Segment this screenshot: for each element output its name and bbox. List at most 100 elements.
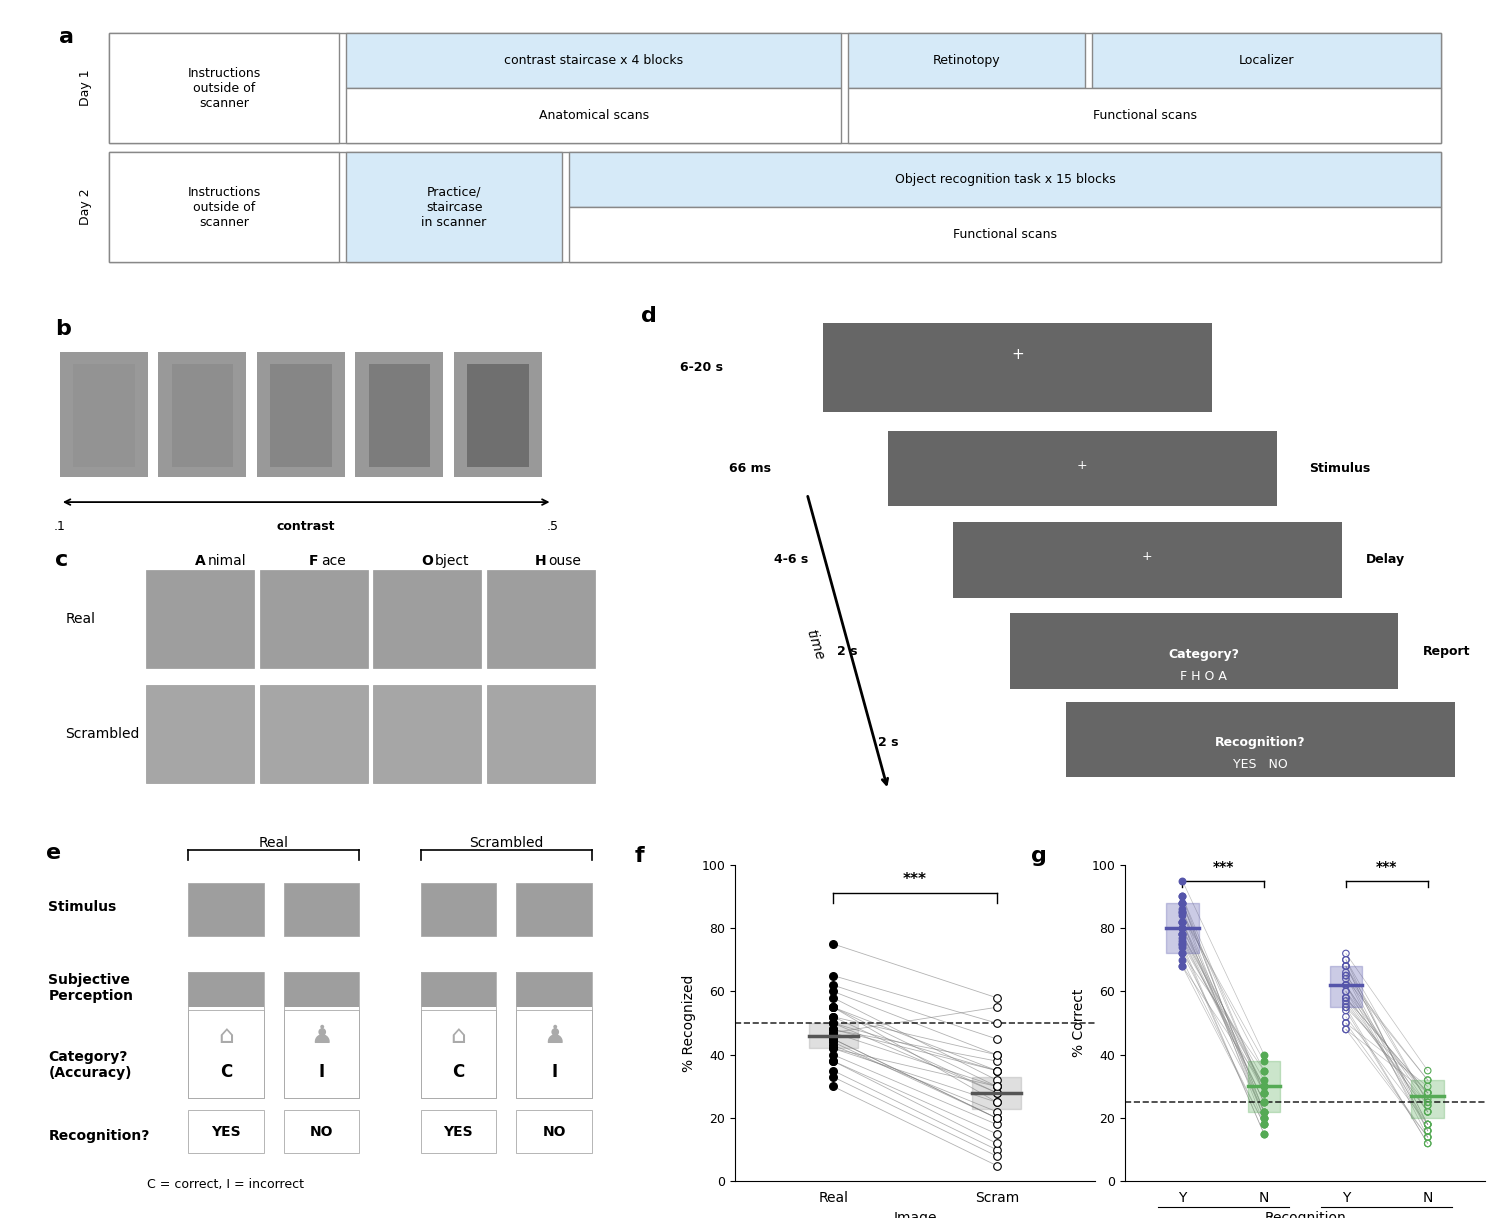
Point — [1170, 934, 1194, 954]
Text: Retinotopy: Retinotopy — [933, 54, 1000, 67]
Point — [1334, 966, 1358, 985]
Point — [986, 1083, 1010, 1102]
Text: YES: YES — [211, 1124, 242, 1139]
FancyBboxPatch shape — [847, 88, 1442, 144]
Point — [1170, 912, 1194, 932]
Point — [1416, 1102, 1440, 1122]
Point — [1334, 988, 1358, 1007]
FancyBboxPatch shape — [516, 883, 591, 935]
Point — [1334, 1019, 1358, 1039]
Point — [986, 988, 1010, 1007]
Point — [1252, 1093, 1276, 1112]
FancyBboxPatch shape — [260, 570, 368, 667]
Point — [821, 1007, 844, 1027]
Text: Real: Real — [66, 611, 96, 626]
Text: e: e — [46, 843, 62, 862]
Point — [1252, 1061, 1276, 1080]
FancyBboxPatch shape — [110, 152, 1442, 262]
Point — [1170, 924, 1194, 944]
Point — [1252, 1102, 1276, 1122]
Text: I: I — [550, 1063, 556, 1080]
Text: f: f — [634, 845, 644, 866]
Point — [821, 934, 844, 954]
Point — [1170, 887, 1194, 906]
Point — [1334, 998, 1358, 1017]
Point — [986, 1093, 1010, 1112]
Point — [1334, 950, 1358, 970]
Point — [1252, 1102, 1276, 1122]
Point — [1170, 956, 1194, 976]
Point — [821, 1013, 844, 1033]
Point — [1252, 1061, 1276, 1080]
Text: +: + — [1077, 459, 1088, 471]
Text: Category?: Category? — [1168, 648, 1239, 661]
Point — [1416, 1102, 1440, 1122]
Point — [1252, 1077, 1276, 1096]
Point — [821, 988, 844, 1007]
Text: Subjective
Perception: Subjective Perception — [48, 973, 134, 1004]
Point — [1416, 1102, 1440, 1122]
Point — [1416, 1071, 1440, 1090]
Text: Real: Real — [260, 836, 290, 850]
Point — [1170, 924, 1194, 944]
Text: Category?
(Accuracy): Category? (Accuracy) — [48, 1050, 132, 1080]
Text: ITI: ITI — [1242, 361, 1263, 375]
FancyBboxPatch shape — [284, 883, 360, 935]
Point — [821, 1019, 844, 1039]
Text: Delay: Delay — [1366, 553, 1406, 566]
FancyBboxPatch shape — [422, 1110, 497, 1153]
FancyBboxPatch shape — [110, 33, 1442, 144]
FancyBboxPatch shape — [888, 431, 1276, 507]
Point — [1334, 950, 1358, 970]
Text: ouse: ouse — [548, 554, 580, 569]
Text: Object recognition task x 15 blocks: Object recognition task x 15 blocks — [894, 173, 1116, 186]
Point — [1252, 1108, 1276, 1128]
Point — [1416, 1061, 1440, 1080]
Point — [1416, 1121, 1440, 1140]
Point — [1252, 1045, 1276, 1065]
Point — [1334, 970, 1358, 989]
Point — [1334, 994, 1358, 1013]
Text: .5: .5 — [546, 520, 558, 532]
Point — [821, 1045, 844, 1065]
FancyBboxPatch shape — [516, 1010, 591, 1099]
Point — [1416, 1114, 1440, 1134]
Point — [1416, 1093, 1440, 1112]
FancyBboxPatch shape — [346, 33, 842, 88]
Point — [1170, 931, 1194, 950]
Text: A: A — [195, 554, 206, 569]
Point — [821, 1035, 844, 1055]
FancyBboxPatch shape — [516, 1110, 591, 1153]
FancyBboxPatch shape — [422, 883, 497, 935]
Point — [986, 1108, 1010, 1128]
Point — [1252, 1114, 1276, 1134]
FancyBboxPatch shape — [369, 364, 430, 466]
Text: Stimulus: Stimulus — [1310, 462, 1371, 475]
Point — [821, 998, 844, 1017]
Text: ***: *** — [1376, 860, 1398, 875]
Point — [1252, 1083, 1276, 1102]
Point — [821, 982, 844, 1001]
Point — [986, 1140, 1010, 1160]
FancyBboxPatch shape — [260, 686, 368, 783]
Point — [821, 1013, 844, 1033]
Point — [1416, 1083, 1440, 1102]
FancyBboxPatch shape — [374, 570, 482, 667]
Text: C: C — [220, 1063, 232, 1080]
Text: 2 s: 2 s — [878, 736, 898, 749]
Point — [1252, 1108, 1276, 1128]
Text: YES: YES — [444, 1124, 472, 1139]
Text: nimal: nimal — [209, 554, 246, 569]
Point — [1334, 976, 1358, 995]
Text: Scrambled: Scrambled — [470, 836, 543, 850]
Point — [1252, 1093, 1276, 1112]
FancyBboxPatch shape — [284, 1010, 360, 1099]
Point — [1416, 1114, 1440, 1134]
Point — [1252, 1102, 1276, 1122]
FancyBboxPatch shape — [284, 1110, 360, 1153]
FancyBboxPatch shape — [952, 523, 1341, 598]
Point — [1170, 938, 1194, 957]
Point — [1334, 962, 1358, 982]
Point — [1170, 893, 1194, 912]
Point — [1334, 966, 1358, 985]
